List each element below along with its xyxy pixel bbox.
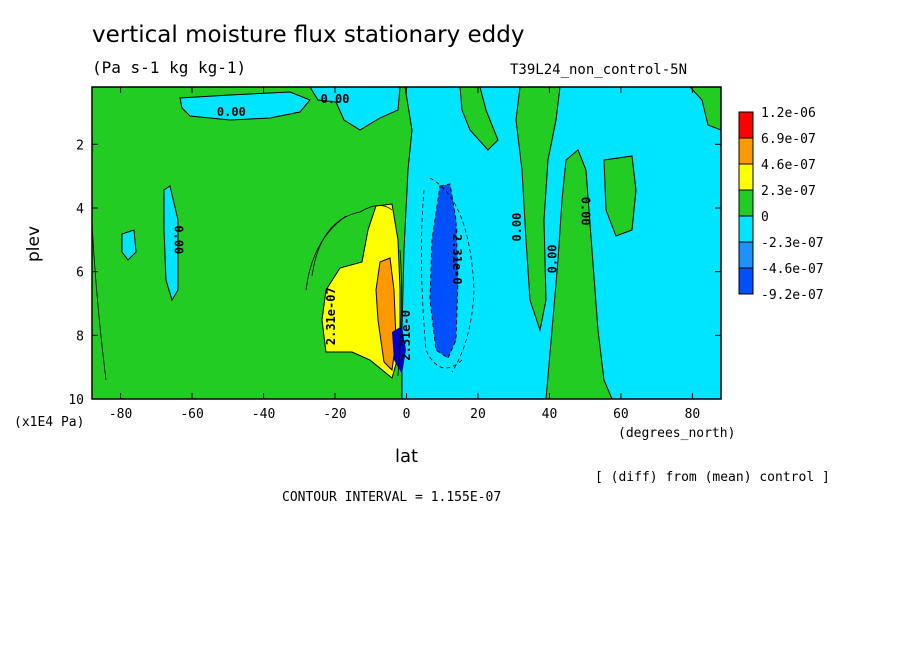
x-tick-label: -20 (323, 407, 346, 422)
contour-label: -2.31e-0 (450, 227, 464, 285)
y-axis-unit: (x1E4 Pa) (14, 415, 85, 430)
colorbar-label: 1.2e-06 (761, 106, 816, 121)
colorbar-label: -4.6e-07 (761, 262, 824, 277)
plot-area (92, 87, 721, 399)
diff-note: [ (diff) from (mean) control ] (595, 470, 830, 485)
x-tick-label: -40 (252, 407, 275, 422)
x-axis-unit: (degrees_north) (618, 426, 736, 441)
contour-label: 0.00 (171, 225, 185, 254)
region-cyan-left-blob (121, 229, 137, 261)
contour-label: 0.00 (546, 244, 560, 273)
y-tick-label: 6 (76, 266, 84, 281)
region-cyan-top-mid (309, 87, 401, 131)
contour-label: 0.00 (510, 213, 524, 242)
x-tick-label: 80 (685, 407, 701, 422)
contour-label: 0.00 (579, 197, 593, 226)
y-tick-label: 10 (68, 393, 84, 408)
units-label: (Pa s-1 kg kg-1) (92, 58, 247, 77)
region-navy-streak (392, 326, 406, 374)
region-cyan-north (401, 87, 721, 399)
colorbar-label: -9.2e-07 (761, 288, 824, 303)
colorbar-label: 6.9e-07 (761, 132, 816, 147)
region-cyan-top-left (179, 91, 311, 121)
colorbar-swatch (738, 163, 754, 191)
x-tick-label: -80 (109, 407, 132, 422)
colorbar-label: 4.6e-07 (761, 158, 816, 173)
region-green-island-3 (459, 87, 499, 151)
contour-label: 0.00 (321, 92, 350, 106)
x-tick-label: 20 (470, 407, 486, 422)
region-cyan-left-strip (163, 185, 179, 302)
x-tick-label: 0 (403, 407, 411, 422)
region-green-island-4 (689, 87, 721, 131)
colorbar-swatch (738, 241, 754, 269)
colorbar-swatch (738, 137, 754, 165)
region-green-island-2 (603, 155, 637, 237)
x-tick-label: 40 (542, 407, 558, 422)
colorbar: 1.2e-06 6.9e-07 4.6e-07 2.3e-07 0 -2.3e-07 -4.… (738, 106, 824, 303)
y-tick-label: 2 (76, 138, 84, 153)
colorbar-swatch (738, 215, 754, 243)
y-axis-ticks: 2 4 6 8 10 (68, 138, 721, 408)
x-axis-label: lat (395, 446, 419, 467)
chart-title: vertical moisture flux stationary eddy (92, 22, 525, 48)
region-green-island-1 (515, 87, 561, 332)
y-tick-label: 4 (76, 202, 84, 217)
contour-interval: CONTOUR INTERVAL = 1.155E-07 (282, 490, 502, 505)
region-blue-core (429, 183, 459, 359)
colorbar-swatch (738, 111, 754, 139)
run-label: T39L24_non_control-5N (510, 62, 688, 78)
colorbar-label: 2.3e-07 (761, 184, 816, 199)
colorbar-swatch (738, 189, 754, 217)
x-tick-label: 60 (613, 407, 629, 422)
y-tick-label: 8 (76, 329, 84, 344)
contour-label: 0.00 (217, 105, 246, 119)
colorbar-label: -2.3e-07 (761, 236, 824, 251)
x-tick-label: -60 (180, 407, 203, 422)
contour-label: 2.31e-07 (324, 287, 338, 345)
colorbar-swatch (738, 267, 754, 295)
x-axis-ticks: -80 -60 -40 -20 0 20 40 60 80 (109, 87, 700, 422)
colorbar-label: 0 (761, 210, 769, 225)
contour-label: 2.31e-0 (399, 310, 413, 361)
region-orange-core (375, 257, 397, 372)
contour-lines (92, 177, 475, 381)
contour-labels: 0.00 0.00 0.00 2.31e-07 2.31e-0 -2.31e-0 0.00 0… (171, 92, 592, 360)
